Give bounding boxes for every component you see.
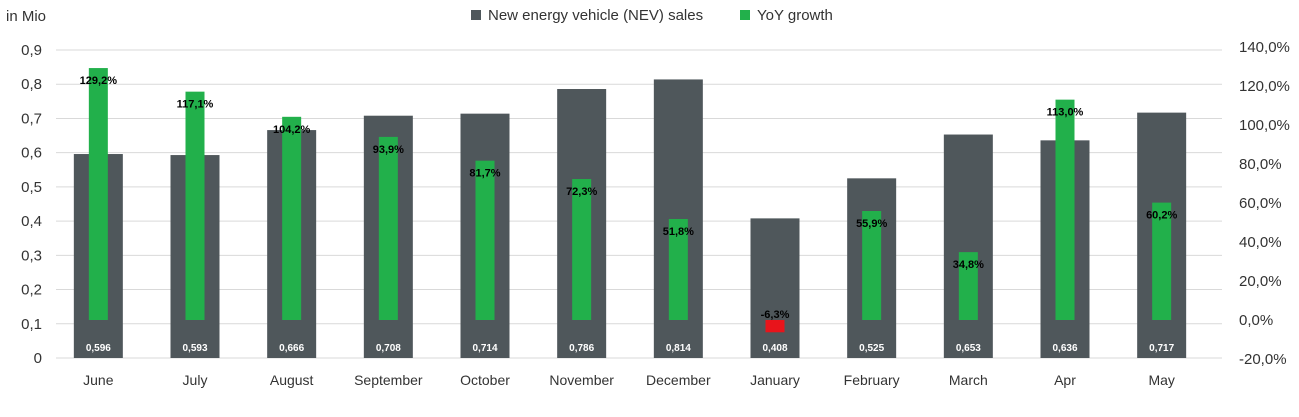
growth-value-label: 104,2%	[273, 124, 311, 136]
category-label: August	[270, 372, 314, 388]
growth-value-label: 117,1%	[177, 99, 214, 111]
legend-swatch-sales	[471, 10, 481, 20]
sales-bars	[73, 79, 1187, 358]
growth-bar	[572, 179, 592, 320]
category-label: October	[460, 372, 510, 388]
growth-bar	[1055, 99, 1075, 321]
right-tick-label: 20,0%	[1239, 273, 1282, 290]
growth-bar	[668, 218, 688, 320]
left-tick-label: 0,9	[21, 42, 42, 59]
sales-value-label: 0,814	[666, 343, 691, 354]
right-axis: -20,0% 0,0% 20,0% 40,0% 60,0% 80,0% 100,0% 120,…	[1239, 39, 1290, 368]
sales-value-label: 0,636	[1052, 343, 1077, 354]
growth-value-label: 60,2%	[1146, 210, 1177, 222]
growth-bar	[862, 210, 882, 320]
category-label: May	[1148, 372, 1174, 388]
sales-bar	[750, 218, 800, 358]
sales-value-label: 0,525	[859, 343, 884, 354]
sales-value-label: 0,708	[376, 343, 401, 354]
y-unit-label: in Mio	[6, 8, 46, 25]
growth-bar	[282, 116, 302, 320]
gridlines	[56, 49, 1222, 359]
category-label: January	[750, 372, 800, 388]
right-tick-label: 120,0%	[1239, 78, 1290, 95]
right-tick-label: 40,0%	[1239, 234, 1282, 251]
data-labels: 0,596 129,2% 0,593 117,1% 0,666 104,2% 0,708 93…	[80, 75, 1178, 354]
sales-value-label: 0,408	[762, 343, 787, 354]
legend-label-sales: New energy vehicle (NEV) sales	[488, 7, 703, 24]
growth-value-label: 51,8%	[663, 226, 694, 238]
right-tick-label: 100,0%	[1239, 117, 1290, 134]
growth-bar	[185, 91, 205, 320]
growth-value-label: 34,8%	[953, 259, 984, 271]
growth-bar	[88, 68, 108, 320]
category-label: November	[549, 372, 614, 388]
right-tick-label: 0,0%	[1239, 312, 1273, 329]
growth-bar	[765, 320, 785, 333]
right-tick-label: 80,0%	[1239, 156, 1282, 173]
category-label: Apr	[1054, 372, 1076, 388]
left-tick-label: 0,8	[21, 76, 42, 93]
category-label: February	[844, 372, 900, 388]
growth-value-label: 72,3%	[566, 186, 597, 198]
growth-value-label: 113,0%	[1047, 107, 1084, 119]
category-axis: June July August September October November De…	[83, 372, 1175, 388]
sales-value-label: 0,714	[472, 343, 497, 354]
left-tick-label: 0,3	[21, 247, 42, 264]
growth-value-label: 55,9%	[856, 218, 887, 230]
legend-label-growth: YoY growth	[757, 7, 833, 24]
left-tick-label: 0,6	[21, 145, 42, 162]
legend-swatch-growth	[740, 10, 750, 20]
category-label: July	[183, 372, 208, 388]
left-tick-label: 0,7	[21, 110, 42, 127]
growth-value-label: -6,3%	[761, 309, 790, 321]
category-label: June	[83, 372, 114, 388]
growth-bar	[378, 136, 398, 320]
growth-bar	[475, 160, 495, 320]
sales-value-label: 0,653	[956, 343, 981, 354]
sales-value-label: 0,593	[182, 343, 207, 354]
category-label: March	[949, 372, 988, 388]
sales-value-label: 0,666	[279, 343, 304, 354]
right-tick-label: 140,0%	[1239, 39, 1290, 56]
sales-value-label: 0,596	[86, 343, 111, 354]
growth-bar	[958, 252, 978, 320]
legend: New energy vehicle (NEV) sales YoY growt…	[471, 7, 833, 24]
growth-value-label: 81,7%	[469, 168, 500, 180]
category-label: December	[646, 372, 711, 388]
sales-value-label: 0,717	[1149, 343, 1174, 354]
sales-value-label: 0,786	[569, 343, 594, 354]
left-axis: 0 0,1 0,2 0,3 0,4 0,5 0,6 0,7 0,8 0,9	[21, 42, 42, 367]
left-tick-label: 0,5	[21, 179, 42, 196]
left-tick-label: 0,2	[21, 282, 42, 299]
right-tick-label: -20,0%	[1239, 351, 1287, 368]
category-label: September	[354, 372, 423, 388]
growth-bar	[1152, 202, 1172, 320]
left-tick-label: 0	[34, 350, 42, 367]
right-tick-label: 60,0%	[1239, 195, 1282, 212]
left-tick-label: 0,1	[21, 316, 42, 333]
left-tick-label: 0,4	[21, 213, 42, 230]
growth-value-label: 93,9%	[373, 144, 404, 156]
growth-value-label: 129,2%	[80, 75, 118, 87]
growth-bars	[88, 68, 1172, 333]
sales-bar	[943, 134, 993, 358]
